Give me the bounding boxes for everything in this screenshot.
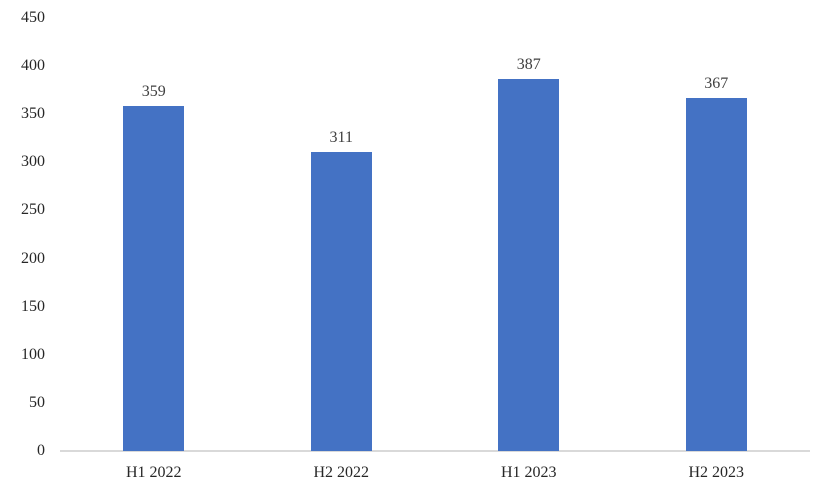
y-axis-tick-label: 50 <box>29 393 45 411</box>
y-axis-tick-label: 250 <box>21 201 45 219</box>
x-axis-tick-label: H1 2022 <box>125 464 182 481</box>
y-axis-tick-label: 300 <box>21 153 45 171</box>
bar-h2-2022[interactable] <box>310 151 372 451</box>
y-axis-tick-label: 450 <box>21 9 45 26</box>
y-axis-tick-label: 0 <box>37 442 45 459</box>
x-axis-tick-label: H2 2023 <box>688 464 745 481</box>
bar-slot: 359 <box>60 18 248 451</box>
y-axis-tick-label: 350 <box>21 105 45 123</box>
plot-area: 359 311 387 367 <box>60 18 810 451</box>
y-axis-tick-label: 150 <box>21 297 45 315</box>
y-axis-tick-label: 400 <box>21 57 45 75</box>
bar-h2-2023[interactable] <box>685 97 747 451</box>
bar-value-label: 311 <box>329 128 353 146</box>
y-axis-tick-label: 100 <box>21 345 45 363</box>
bar-value-label: 359 <box>141 82 166 100</box>
bar-value-label: 367 <box>704 74 729 92</box>
bar-h1-2022[interactable] <box>123 105 185 451</box>
x-axis-tick-label: H2 2022 <box>313 464 370 481</box>
bar-h1-2023[interactable] <box>498 78 560 451</box>
bar-value-label: 387 <box>516 55 541 73</box>
bar-slot: 387 <box>435 18 623 451</box>
x-axis-tick-label: H1 2023 <box>500 464 557 481</box>
y-axis-tick-label: 200 <box>21 249 45 267</box>
x-axis-line <box>60 450 810 452</box>
bar-slot: 367 <box>623 18 811 451</box>
bar-slot: 311 <box>248 18 436 451</box>
